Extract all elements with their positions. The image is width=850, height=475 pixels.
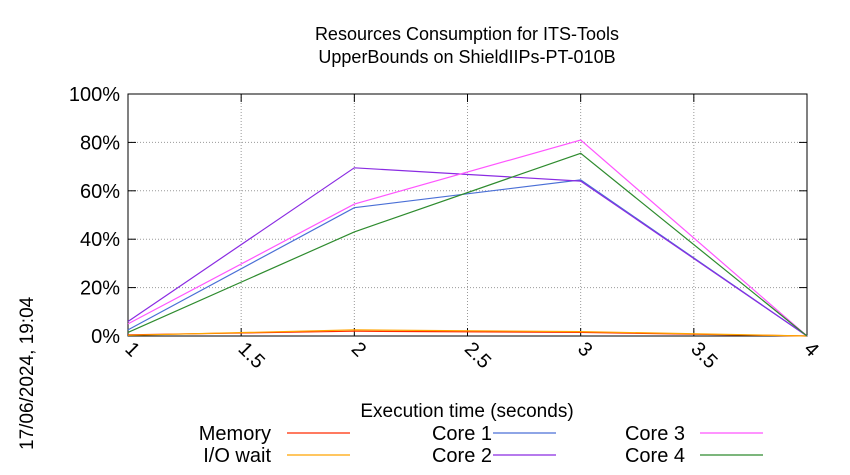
y-tick-label: 40% [80,229,120,251]
series-line-i-o-wait [127,329,808,337]
x-axis-label: Execution time (seconds) [360,401,573,422]
x-tick-label: 3.5 [686,338,721,373]
series-line-core-4 [127,152,808,337]
x-tick-label: 2.5 [460,338,495,373]
legend-label-core-1: Core 1 [432,423,492,445]
y-axis: 0% 20% 40% 60% 80% 100% [69,84,807,348]
series-line-core-3 [127,139,808,337]
legend-label-core-2: Core 2 [432,445,492,467]
chart-title-line-1: Resources Consumption for ITS-Tools [315,24,619,44]
grid [128,94,807,336]
x-tick-label: 4 [799,338,822,361]
legend-label-core-3: Core 3 [625,423,685,445]
series-line-core-1 [127,179,808,337]
series-lines [127,139,808,337]
x-tick-label: 3 [573,338,596,361]
x-tick-label: 1 [120,338,143,361]
y-tick-label: 20% [80,278,120,300]
chart-title-line-2: UpperBounds on ShieldIIPs-PT-010B [318,47,615,67]
timestamp-label: 17/06/2024, 19:04 [17,296,38,450]
y-tick-label: 60% [80,181,120,203]
y-tick-label: 0% [91,326,120,348]
y-tick-label: 100% [69,84,120,106]
series-line-core-2 [127,167,808,337]
x-tick-label: 1.5 [234,338,269,373]
legend-label-memory: Memory [199,423,271,445]
chart-title: Resources Consumption for ITS-Tools Uppe… [315,24,619,67]
x-tick-label: 2 [347,338,370,361]
y-tick-label: 80% [80,132,120,154]
legend-label-i-o-wait: I/O wait [203,445,271,467]
legend-label-core-4: Core 4 [625,445,685,467]
